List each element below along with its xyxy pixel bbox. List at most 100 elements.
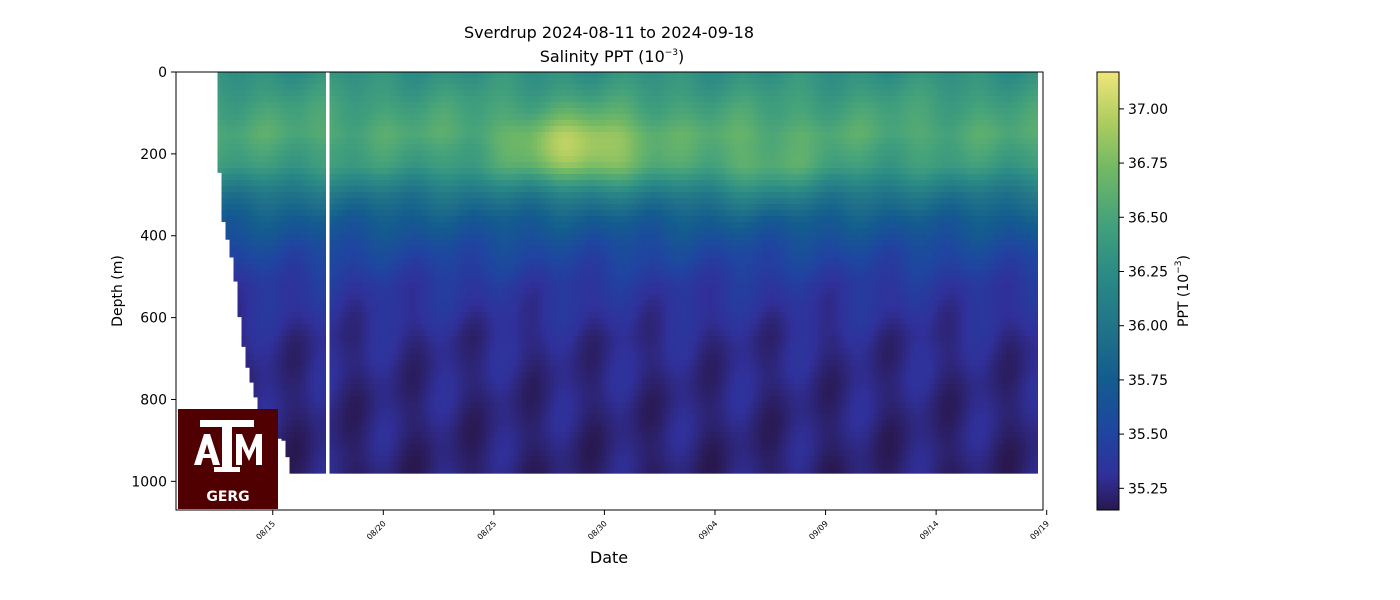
- heatmap-cell: [349, 186, 354, 193]
- heatmap-cell: [401, 252, 406, 259]
- heatmap-cell: [425, 174, 430, 181]
- heatmap-cell: [441, 120, 446, 127]
- heatmap-cell: [293, 276, 298, 283]
- heatmap-cell: [397, 468, 402, 474]
- heatmap-cell: [509, 186, 514, 193]
- heatmap-cell: [369, 378, 374, 385]
- heatmap-cell: [285, 186, 290, 193]
- heatmap-cell: [469, 264, 474, 271]
- heatmap-cell: [469, 420, 474, 427]
- heatmap-cell: [277, 282, 282, 289]
- heatmap-cell: [533, 384, 538, 391]
- heatmap-cell: [521, 444, 526, 451]
- heatmap-cell: [397, 156, 402, 163]
- heatmap-cell: [277, 204, 282, 211]
- heatmap-cell: [293, 372, 298, 379]
- heatmap-cell: [513, 378, 518, 385]
- heatmap-cell: [413, 366, 418, 373]
- heatmap-cell: [381, 108, 386, 115]
- heatmap-cell: [517, 438, 522, 445]
- heatmap-cell: [361, 354, 366, 361]
- heatmap-cell: [245, 198, 250, 205]
- heatmap-cell: [293, 396, 298, 403]
- heatmap-cell: [349, 318, 354, 325]
- heatmap-cell: [517, 168, 522, 175]
- heatmap-cell: [377, 150, 382, 157]
- heatmap-cell: [401, 384, 406, 391]
- heatmap-cell: [413, 180, 418, 187]
- heatmap-cell: [289, 276, 294, 283]
- heatmap-cell: [385, 72, 390, 79]
- heatmap-cell: [517, 330, 522, 337]
- heatmap-cell: [353, 288, 358, 295]
- heatmap-cell: [313, 282, 318, 289]
- heatmap-cell: [265, 96, 270, 103]
- heatmap-cell: [221, 84, 226, 91]
- heatmap-cell: [381, 72, 386, 79]
- heatmap-cell: [389, 72, 394, 79]
- heatmap-cell: [389, 96, 394, 103]
- heatmap-cell: [329, 168, 334, 175]
- heatmap-cell: [425, 270, 430, 277]
- heatmap-cell: [361, 366, 366, 373]
- heatmap-cell: [233, 132, 238, 139]
- heatmap-cell: [385, 324, 390, 331]
- heatmap-cell: [217, 96, 222, 103]
- heatmap-cell: [261, 132, 266, 139]
- heatmap-cell: [513, 204, 518, 211]
- heatmap-cell: [409, 300, 414, 307]
- heatmap-cell: [417, 318, 422, 325]
- heatmap-cell: [453, 120, 458, 127]
- heatmap-cell: [441, 222, 446, 229]
- heatmap-cell: [241, 186, 246, 193]
- heatmap-cell: [477, 150, 482, 157]
- heatmap-cell: [285, 240, 290, 247]
- heatmap-cell: [485, 174, 490, 181]
- heatmap-cell: [225, 126, 230, 133]
- heatmap-cell: [533, 120, 538, 127]
- heatmap-cell: [369, 90, 374, 97]
- heatmap-cell: [269, 108, 274, 115]
- heatmap-cell: [497, 156, 502, 163]
- heatmap-cell: [317, 210, 322, 217]
- heatmap-cell: [445, 276, 450, 283]
- heatmap-cell: [429, 348, 434, 355]
- heatmap-cell: [229, 246, 234, 253]
- heatmap-cell: [357, 276, 362, 283]
- heatmap-cell: [229, 108, 234, 115]
- heatmap-cell: [457, 240, 462, 247]
- heatmap-cell: [273, 336, 278, 343]
- heatmap-cell: [269, 378, 274, 385]
- heatmap-cell: [445, 384, 450, 391]
- heatmap-cell: [533, 432, 538, 439]
- heatmap-cell: [253, 342, 258, 349]
- heatmap-cell: [257, 390, 262, 397]
- heatmap-cell: [417, 450, 422, 457]
- heatmap-cell: [301, 234, 306, 241]
- heatmap-cell: [393, 408, 398, 415]
- heatmap-cell: [297, 456, 302, 463]
- heatmap-cell: [277, 294, 282, 301]
- heatmap-cell: [277, 402, 282, 409]
- heatmap-cell: [329, 378, 334, 385]
- heatmap-cell: [317, 114, 322, 121]
- heatmap-cell: [345, 396, 350, 403]
- heatmap-cell: [441, 258, 446, 265]
- heatmap-cell: [453, 420, 458, 427]
- heatmap-cell: [529, 90, 534, 97]
- heatmap-cell: [501, 276, 506, 283]
- heatmap-cell: [277, 390, 282, 397]
- heatmap-cell: [277, 336, 282, 343]
- heatmap-cell: [469, 204, 474, 211]
- heatmap-cell: [417, 138, 422, 145]
- heatmap-cell: [401, 102, 406, 109]
- heatmap-cell: [257, 342, 262, 349]
- heatmap-cell: [249, 348, 254, 355]
- heatmap-cell: [269, 210, 274, 217]
- heatmap-cell: [469, 444, 474, 451]
- heatmap-cell: [513, 384, 518, 391]
- heatmap-cell: [505, 120, 510, 127]
- heatmap-cell: [437, 228, 442, 235]
- heatmap-cell: [481, 252, 486, 259]
- heatmap-cell: [317, 270, 322, 277]
